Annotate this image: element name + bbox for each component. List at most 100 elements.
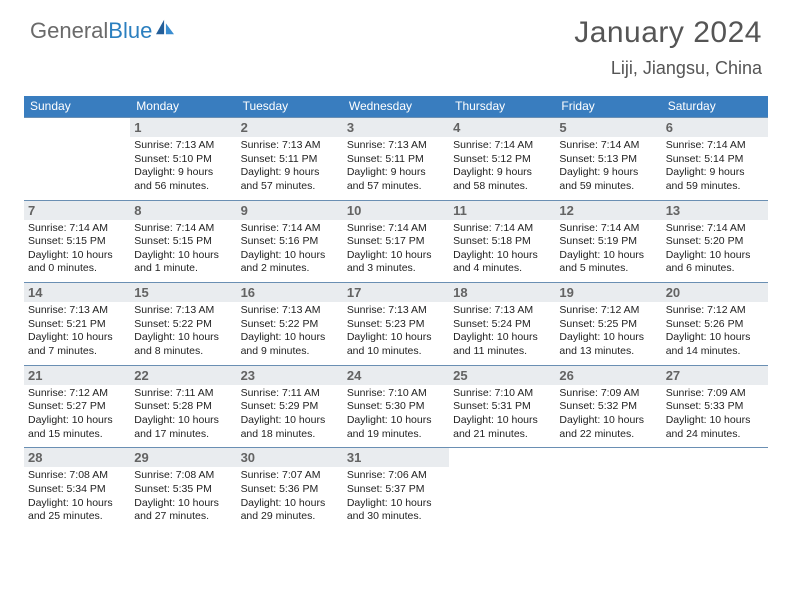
day-number: 3 <box>343 118 449 137</box>
daylight-line: Daylight: 10 hours and 6 minutes. <box>666 249 764 276</box>
day-cell: 17Sunrise: 7:13 AMSunset: 5:23 PMDayligh… <box>343 283 449 365</box>
day-body: Sunrise: 7:07 AMSunset: 5:36 PMDaylight:… <box>237 467 343 524</box>
sunrise-line: Sunrise: 7:10 AM <box>347 387 445 401</box>
day-number: 30 <box>237 448 343 467</box>
day-cell: 14Sunrise: 7:13 AMSunset: 5:21 PMDayligh… <box>24 283 130 365</box>
empty-cell <box>555 448 661 530</box>
sunset-line: Sunset: 5:10 PM <box>134 153 232 167</box>
daylight-line: Daylight: 9 hours and 57 minutes. <box>347 166 445 193</box>
sunset-line: Sunset: 5:12 PM <box>453 153 551 167</box>
day-body: Sunrise: 7:14 AMSunset: 5:16 PMDaylight:… <box>237 220 343 277</box>
day-body: Sunrise: 7:08 AMSunset: 5:35 PMDaylight:… <box>130 467 236 524</box>
day-cell: 26Sunrise: 7:09 AMSunset: 5:32 PMDayligh… <box>555 366 661 448</box>
day-cell: 13Sunrise: 7:14 AMSunset: 5:20 PMDayligh… <box>662 201 768 283</box>
sunrise-line: Sunrise: 7:14 AM <box>241 222 339 236</box>
day-cell: 8Sunrise: 7:14 AMSunset: 5:15 PMDaylight… <box>130 201 236 283</box>
sunset-line: Sunset: 5:30 PM <box>347 400 445 414</box>
sunrise-line: Sunrise: 7:13 AM <box>347 304 445 318</box>
sunrise-line: Sunrise: 7:14 AM <box>559 139 657 153</box>
sunrise-line: Sunrise: 7:06 AM <box>347 469 445 483</box>
sunset-line: Sunset: 5:33 PM <box>666 400 764 414</box>
sunset-line: Sunset: 5:11 PM <box>347 153 445 167</box>
sunset-line: Sunset: 5:31 PM <box>453 400 551 414</box>
sunset-line: Sunset: 5:34 PM <box>28 483 126 497</box>
day-number: 9 <box>237 201 343 220</box>
logo-text: GeneralBlue <box>30 18 152 44</box>
day-body: Sunrise: 7:13 AMSunset: 5:11 PMDaylight:… <box>343 137 449 194</box>
daylight-line: Daylight: 9 hours and 57 minutes. <box>241 166 339 193</box>
daylight-line: Daylight: 10 hours and 25 minutes. <box>28 497 126 524</box>
sunset-line: Sunset: 5:15 PM <box>134 235 232 249</box>
day-cell: 29Sunrise: 7:08 AMSunset: 5:35 PMDayligh… <box>130 448 236 530</box>
sunrise-line: Sunrise: 7:13 AM <box>453 304 551 318</box>
day-body: Sunrise: 7:09 AMSunset: 5:32 PMDaylight:… <box>555 385 661 442</box>
page-subtitle: Liji, Jiangsu, China <box>611 58 762 79</box>
daylight-line: Daylight: 10 hours and 13 minutes. <box>559 331 657 358</box>
logo-text-gray: General <box>30 18 108 43</box>
sunset-line: Sunset: 5:15 PM <box>28 235 126 249</box>
daylight-line: Daylight: 10 hours and 1 minute. <box>134 249 232 276</box>
daylight-line: Daylight: 10 hours and 8 minutes. <box>134 331 232 358</box>
dayheader: Monday <box>130 96 236 117</box>
day-body: Sunrise: 7:11 AMSunset: 5:28 PMDaylight:… <box>130 385 236 442</box>
day-cell: 24Sunrise: 7:10 AMSunset: 5:30 PMDayligh… <box>343 366 449 448</box>
daylight-line: Daylight: 10 hours and 14 minutes. <box>666 331 764 358</box>
day-number: 17 <box>343 283 449 302</box>
day-cell: 2Sunrise: 7:13 AMSunset: 5:11 PMDaylight… <box>237 118 343 200</box>
day-cell: 25Sunrise: 7:10 AMSunset: 5:31 PMDayligh… <box>449 366 555 448</box>
day-number: 1 <box>130 118 236 137</box>
calendar-grid: SundayMondayTuesdayWednesdayThursdayFrid… <box>24 96 768 530</box>
day-cell: 4Sunrise: 7:14 AMSunset: 5:12 PMDaylight… <box>449 118 555 200</box>
day-cell: 1Sunrise: 7:13 AMSunset: 5:10 PMDaylight… <box>130 118 236 200</box>
logo: GeneralBlue <box>30 18 176 44</box>
daylight-line: Daylight: 10 hours and 18 minutes. <box>241 414 339 441</box>
sunrise-line: Sunrise: 7:07 AM <box>241 469 339 483</box>
day-body: Sunrise: 7:13 AMSunset: 5:22 PMDaylight:… <box>130 302 236 359</box>
sunset-line: Sunset: 5:29 PM <box>241 400 339 414</box>
day-cell: 9Sunrise: 7:14 AMSunset: 5:16 PMDaylight… <box>237 201 343 283</box>
sunrise-line: Sunrise: 7:14 AM <box>666 139 764 153</box>
sunset-line: Sunset: 5:11 PM <box>241 153 339 167</box>
dayheader-row: SundayMondayTuesdayWednesdayThursdayFrid… <box>24 96 768 117</box>
day-body: Sunrise: 7:14 AMSunset: 5:12 PMDaylight:… <box>449 137 555 194</box>
day-cell: 28Sunrise: 7:08 AMSunset: 5:34 PMDayligh… <box>24 448 130 530</box>
day-cell: 31Sunrise: 7:06 AMSunset: 5:37 PMDayligh… <box>343 448 449 530</box>
dayheader: Saturday <box>662 96 768 117</box>
dayheader: Tuesday <box>237 96 343 117</box>
day-body: Sunrise: 7:14 AMSunset: 5:18 PMDaylight:… <box>449 220 555 277</box>
daylight-line: Daylight: 10 hours and 24 minutes. <box>666 414 764 441</box>
dayheader: Wednesday <box>343 96 449 117</box>
sunset-line: Sunset: 5:28 PM <box>134 400 232 414</box>
sunrise-line: Sunrise: 7:08 AM <box>28 469 126 483</box>
daylight-line: Daylight: 9 hours and 59 minutes. <box>666 166 764 193</box>
sunset-line: Sunset: 5:13 PM <box>559 153 657 167</box>
day-body: Sunrise: 7:14 AMSunset: 5:15 PMDaylight:… <box>24 220 130 277</box>
day-number: 6 <box>662 118 768 137</box>
day-body: Sunrise: 7:12 AMSunset: 5:26 PMDaylight:… <box>662 302 768 359</box>
day-body: Sunrise: 7:14 AMSunset: 5:20 PMDaylight:… <box>662 220 768 277</box>
week-row: 21Sunrise: 7:12 AMSunset: 5:27 PMDayligh… <box>24 365 768 448</box>
day-cell: 19Sunrise: 7:12 AMSunset: 5:25 PMDayligh… <box>555 283 661 365</box>
day-body: Sunrise: 7:14 AMSunset: 5:19 PMDaylight:… <box>555 220 661 277</box>
day-cell: 18Sunrise: 7:13 AMSunset: 5:24 PMDayligh… <box>449 283 555 365</box>
day-body: Sunrise: 7:14 AMSunset: 5:13 PMDaylight:… <box>555 137 661 194</box>
day-body: Sunrise: 7:13 AMSunset: 5:23 PMDaylight:… <box>343 302 449 359</box>
empty-cell <box>449 448 555 530</box>
daylight-line: Daylight: 10 hours and 9 minutes. <box>241 331 339 358</box>
day-body: Sunrise: 7:13 AMSunset: 5:21 PMDaylight:… <box>24 302 130 359</box>
day-body: Sunrise: 7:09 AMSunset: 5:33 PMDaylight:… <box>662 385 768 442</box>
day-cell: 6Sunrise: 7:14 AMSunset: 5:14 PMDaylight… <box>662 118 768 200</box>
day-body: Sunrise: 7:14 AMSunset: 5:14 PMDaylight:… <box>662 137 768 194</box>
daylight-line: Daylight: 10 hours and 0 minutes. <box>28 249 126 276</box>
sunrise-line: Sunrise: 7:14 AM <box>134 222 232 236</box>
day-number: 24 <box>343 366 449 385</box>
sunrise-line: Sunrise: 7:12 AM <box>559 304 657 318</box>
week-row: 1Sunrise: 7:13 AMSunset: 5:10 PMDaylight… <box>24 117 768 200</box>
day-number: 27 <box>662 366 768 385</box>
day-body: Sunrise: 7:13 AMSunset: 5:11 PMDaylight:… <box>237 137 343 194</box>
sunrise-line: Sunrise: 7:13 AM <box>134 304 232 318</box>
sunset-line: Sunset: 5:35 PM <box>134 483 232 497</box>
day-number: 12 <box>555 201 661 220</box>
week-row: 28Sunrise: 7:08 AMSunset: 5:34 PMDayligh… <box>24 447 768 530</box>
day-number: 4 <box>449 118 555 137</box>
